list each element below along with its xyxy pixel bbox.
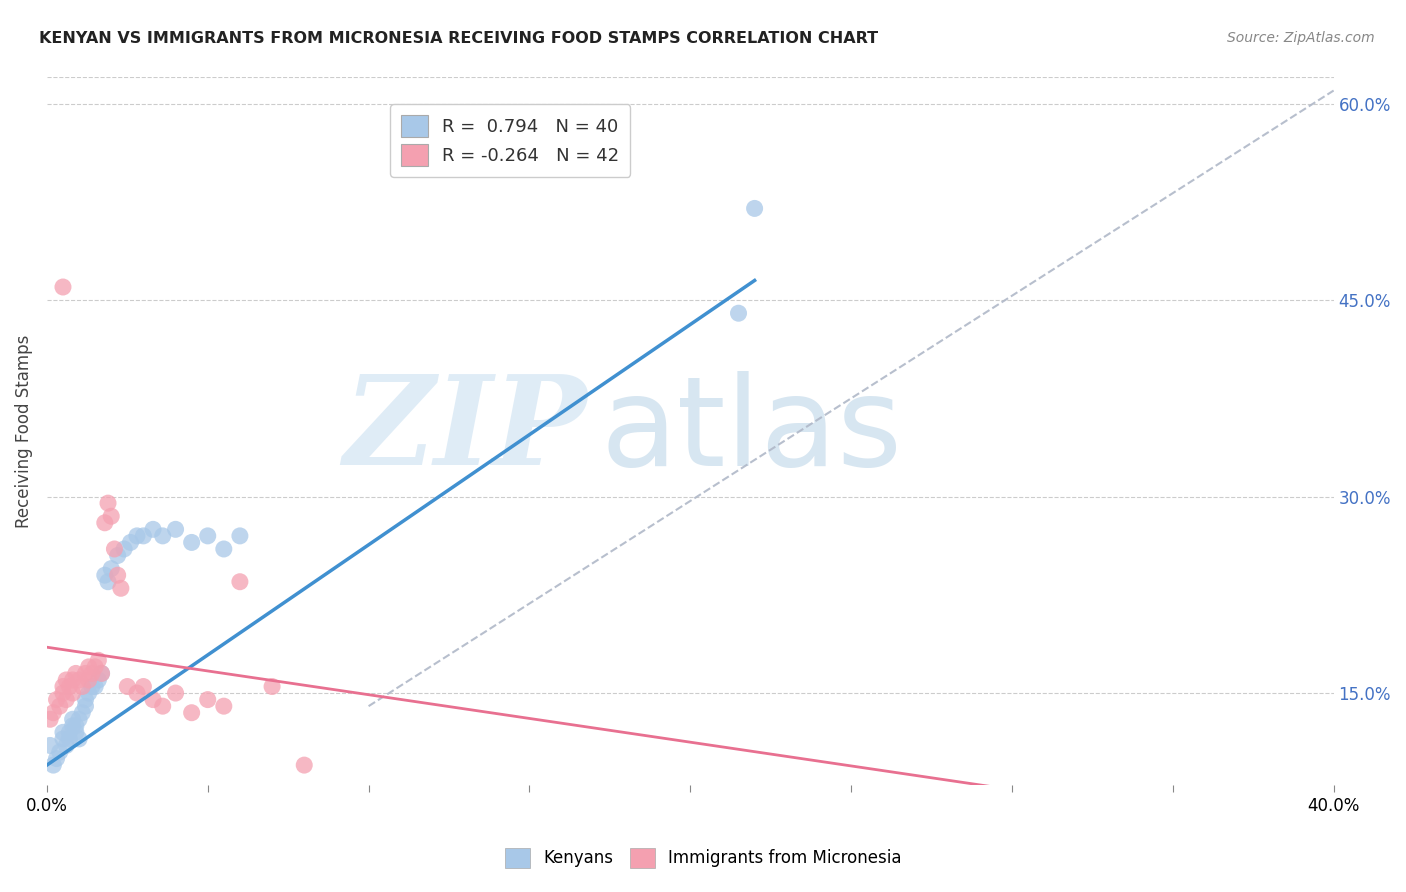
Point	[1001, 817, 1024, 831]
Point	[52, 686, 75, 700]
Point	[103, 541, 125, 556]
Point	[42, 706, 65, 720]
Point	[152, 699, 174, 714]
Point	[142, 522, 165, 536]
Point	[49, 745, 72, 759]
Point	[67, 712, 90, 726]
Point	[107, 568, 129, 582]
Point	[94, 568, 117, 582]
Text: ZIP: ZIP	[343, 370, 588, 491]
Point	[87, 653, 110, 667]
Point	[125, 686, 148, 700]
Point	[727, 306, 749, 320]
Point	[165, 522, 187, 536]
Point	[84, 660, 107, 674]
Point	[212, 699, 235, 714]
Point	[142, 692, 165, 706]
Point	[75, 699, 97, 714]
Point	[45, 692, 67, 706]
Point	[55, 692, 77, 706]
Point	[45, 751, 67, 765]
Point	[165, 686, 187, 700]
Point	[52, 280, 75, 294]
Point	[100, 509, 122, 524]
Point	[49, 699, 72, 714]
Point	[62, 712, 84, 726]
Point	[84, 680, 107, 694]
Point	[55, 739, 77, 753]
Legend: Kenyans, Immigrants from Micronesia: Kenyans, Immigrants from Micronesia	[498, 841, 908, 875]
Point	[75, 666, 97, 681]
Point	[97, 496, 120, 510]
Point	[42, 758, 65, 772]
Point	[94, 516, 117, 530]
Text: Source: ZipAtlas.com: Source: ZipAtlas.com	[1227, 31, 1375, 45]
Point	[110, 582, 132, 596]
Point	[97, 574, 120, 589]
Point	[55, 673, 77, 687]
Point	[839, 825, 862, 839]
Text: KENYAN VS IMMIGRANTS FROM MICRONESIA RECEIVING FOOD STAMPS CORRELATION CHART: KENYAN VS IMMIGRANTS FROM MICRONESIA REC…	[39, 31, 879, 46]
Point	[62, 719, 84, 733]
Point	[132, 529, 155, 543]
Text: atlas: atlas	[600, 370, 903, 491]
Point	[67, 731, 90, 746]
Point	[72, 706, 94, 720]
Point	[90, 666, 112, 681]
Point	[112, 541, 135, 556]
Point	[39, 739, 62, 753]
Point	[62, 673, 84, 687]
Point	[58, 680, 80, 694]
Point	[80, 666, 103, 681]
Point	[58, 731, 80, 746]
Point	[262, 680, 284, 694]
Point	[132, 680, 155, 694]
Point	[77, 673, 100, 687]
Point	[125, 529, 148, 543]
Point	[80, 680, 103, 694]
Point	[39, 712, 62, 726]
Point	[180, 535, 202, 549]
Point	[87, 673, 110, 687]
Point	[212, 541, 235, 556]
Point	[65, 725, 87, 739]
Point	[107, 549, 129, 563]
Point	[65, 719, 87, 733]
Legend: R =  0.794   N = 40, R = -0.264   N = 42: R = 0.794 N = 40, R = -0.264 N = 42	[389, 104, 630, 178]
Point	[62, 686, 84, 700]
Point	[100, 561, 122, 575]
Point	[52, 725, 75, 739]
Point	[67, 673, 90, 687]
Point	[90, 666, 112, 681]
Point	[292, 758, 315, 772]
Point	[180, 706, 202, 720]
Point	[72, 680, 94, 694]
Point	[65, 666, 87, 681]
Point	[77, 686, 100, 700]
Point	[152, 529, 174, 543]
Point	[120, 535, 142, 549]
Point	[58, 725, 80, 739]
Point	[117, 680, 139, 694]
Point	[52, 680, 75, 694]
Point	[197, 529, 219, 543]
Point	[77, 660, 100, 674]
Point	[229, 574, 252, 589]
Y-axis label: Receiving Food Stamps: Receiving Food Stamps	[15, 334, 32, 528]
Point	[229, 529, 252, 543]
Point	[744, 202, 766, 216]
Point	[75, 692, 97, 706]
Point	[197, 692, 219, 706]
Point	[52, 731, 75, 746]
